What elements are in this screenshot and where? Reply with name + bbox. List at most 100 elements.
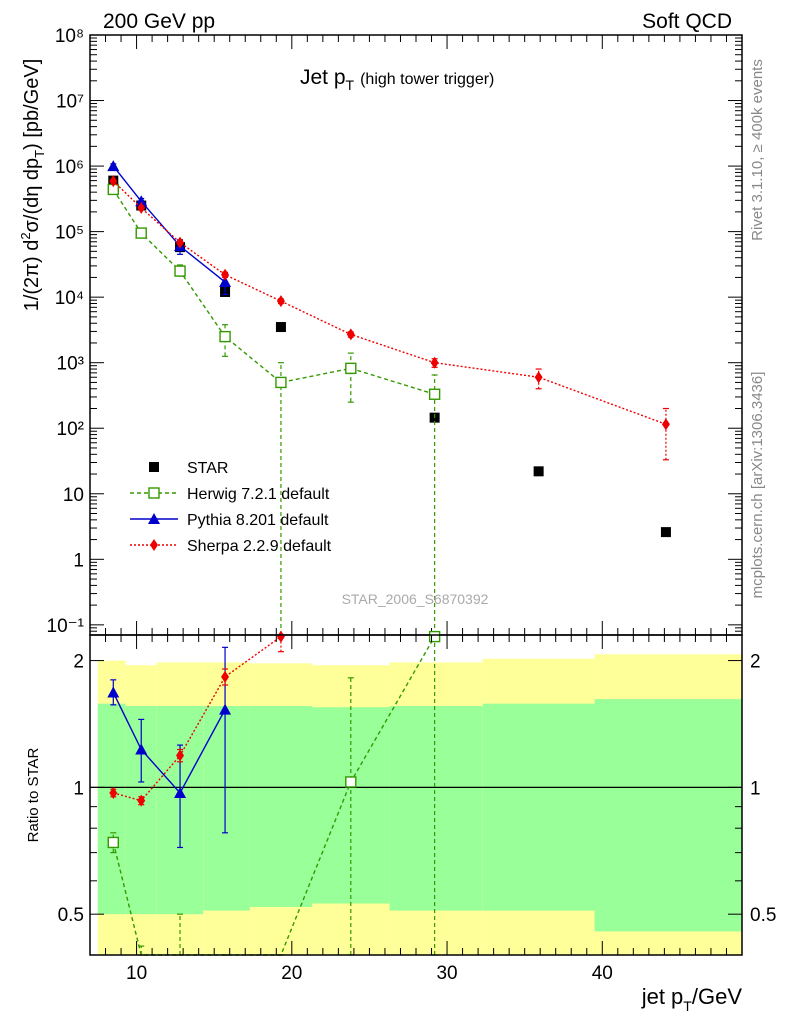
- legend-marker: [148, 487, 160, 499]
- uncertainty-band-green: [203, 706, 250, 911]
- sherpa-ratio-error-bar: [177, 748, 184, 763]
- y-tick-label: 10⁸: [55, 26, 84, 47]
- y-tick-label: 10⁻¹: [47, 616, 85, 637]
- star-point: [275, 322, 286, 333]
- sherpa-point: [221, 268, 230, 281]
- pythia-ratio-point: [135, 743, 148, 755]
- legend-marker: [150, 539, 158, 551]
- x-tick-label: 10: [126, 963, 147, 984]
- y-tick-label: 10⁶: [55, 157, 84, 178]
- legend-entry: Herwig 7.2.1 default: [130, 486, 330, 503]
- sherpa-ratio-point: [221, 670, 230, 683]
- main-axes: 10⁻¹ 1 10 10² 10³ 10⁴ 10⁵ 10⁶ 10⁷ 10⁸: [47, 26, 742, 637]
- main-y-axis-label: 1/(2π) d2σ/(dη dpT) [pb/GeV]: [18, 59, 47, 312]
- herwig-point: [275, 376, 287, 389]
- sherpa-ratio-point: [137, 794, 146, 807]
- x-axis-label-main: jet p: [641, 984, 684, 1009]
- legend-marker: [148, 513, 160, 524]
- uncertainty-band-green: [389, 706, 483, 911]
- legend-entry: Sherpa 2.2.9 default: [130, 538, 332, 555]
- ratio-marks: [107, 630, 441, 956]
- analysis-id-label: STAR_2006_S6870392: [342, 591, 489, 607]
- sherpa-point: [430, 356, 439, 369]
- herwig-point: [345, 362, 357, 375]
- sherpa-line: [112, 180, 667, 425]
- legend-label: Pythia 8.201 default: [187, 512, 329, 529]
- x-axis-label-sub: T: [683, 998, 692, 1014]
- title-note: (high tower trigger): [360, 71, 494, 88]
- rivet-version-label: Rivet 3.1.10, ≥ 400k events: [749, 59, 766, 241]
- main-panel: 10⁻¹ 1 10 10² 10³ 10⁴ 10⁵ 10⁶ 10⁷ 10⁸ Jet pT (high…: [18, 26, 743, 637]
- star-point: [660, 527, 671, 538]
- sherpa-point: [534, 371, 543, 384]
- sherpa-point: [661, 418, 670, 431]
- herwig-ratio-point: [107, 836, 119, 849]
- y-tick-label: 10²: [57, 419, 84, 440]
- pythia-point: [219, 276, 232, 288]
- pythia-point: [107, 160, 120, 172]
- uncertainty-band-green: [594, 699, 742, 932]
- y-tick-label: 10: [63, 485, 84, 506]
- uncertainty-band-green: [482, 703, 595, 911]
- herwig-error-bar: [347, 352, 354, 403]
- herwig-ratio-point: [428, 630, 441, 643]
- y-tick-label: 10⁵: [55, 223, 84, 244]
- pythia-ratio-point: [107, 686, 120, 698]
- pythia-point: [135, 195, 148, 207]
- legend-entry: STAR: [149, 460, 228, 477]
- sherpa-point: [137, 201, 146, 214]
- sherpa-point: [109, 175, 118, 188]
- x-tick-label: 30: [436, 963, 457, 984]
- y-tick-label: 10⁷: [56, 92, 84, 113]
- ratio-y-tick-label-right: 1: [750, 778, 761, 799]
- legend-label: Herwig 7.2.1 default: [187, 486, 330, 503]
- ratio-y-tick-label: 1: [73, 778, 84, 799]
- mcplots-label: mcplots.cern.ch [arXiv:1306.3436]: [749, 372, 766, 599]
- y-tick-label: 10³: [57, 354, 84, 375]
- ratio-y-tick-label-right: 2: [750, 652, 761, 673]
- x-axis-label-unit: /GeV: [692, 984, 742, 1009]
- pythia-ratio-point: [174, 786, 187, 798]
- herwig-point: [135, 227, 147, 239]
- sherpa-ratio-point: [176, 749, 185, 762]
- sherpa-ratio-point: [276, 630, 285, 643]
- pythia-ratio-line: [112, 692, 226, 795]
- herwig-point: [428, 388, 441, 400]
- header-energy-label: 200 GeV pp: [103, 10, 215, 33]
- star-point: [533, 466, 544, 477]
- sherpa-error-bar: [662, 407, 669, 461]
- herwig-line: [112, 189, 435, 395]
- ratio-panel: 0.5 0.5 1 1 2 2 10 20 30 40 Ratio to STAR jet pT/…: [25, 630, 776, 1014]
- legend: STAR Herwig 7.2.1 default Pythia 8.201 def…: [130, 460, 332, 555]
- x-tick-label: 20: [281, 963, 302, 984]
- pythia-line: [112, 165, 226, 283]
- x-axis-label: jet pT/GeV: [641, 984, 743, 1014]
- y-tick-label: 10⁴: [55, 288, 84, 309]
- uncertainty-band-green: [249, 706, 312, 908]
- herwig-point: [219, 330, 231, 343]
- legend-label: Sherpa 2.2.9 default: [187, 538, 332, 555]
- pythia-ratio-point: [219, 703, 232, 715]
- ratio-y-tick-label: 0.5: [58, 905, 84, 926]
- sherpa-point: [276, 295, 285, 308]
- ratio-y-tick-label: 2: [73, 652, 84, 673]
- sherpa-ratio-point: [109, 786, 118, 799]
- legend-marker: [149, 462, 159, 472]
- title-sub: T: [346, 77, 355, 93]
- sherpa-point: [176, 236, 185, 249]
- y-tick-label: 1: [73, 550, 84, 571]
- uncertainty-band-green: [97, 703, 126, 915]
- header-category-label: Soft QCD: [642, 10, 732, 33]
- x-tick-label: 40: [592, 963, 613, 984]
- title-main: Jet p: [300, 66, 346, 89]
- legend-label: STAR: [187, 460, 228, 477]
- herwig-ratio-point: [345, 776, 357, 788]
- ratio-axes: 0.5 0.5 1 1 2 2 10 20 30 40: [58, 635, 776, 984]
- sherpa-point: [346, 328, 355, 341]
- ratio-y-axis-label: Ratio to STAR: [25, 747, 42, 842]
- ratio-y-tick-label-right: 0.5: [750, 905, 776, 926]
- ratio-bands: [90, 654, 742, 955]
- herwig-point: [174, 265, 186, 277]
- main-plot-title: Jet pT (high tower trigger): [300, 66, 494, 93]
